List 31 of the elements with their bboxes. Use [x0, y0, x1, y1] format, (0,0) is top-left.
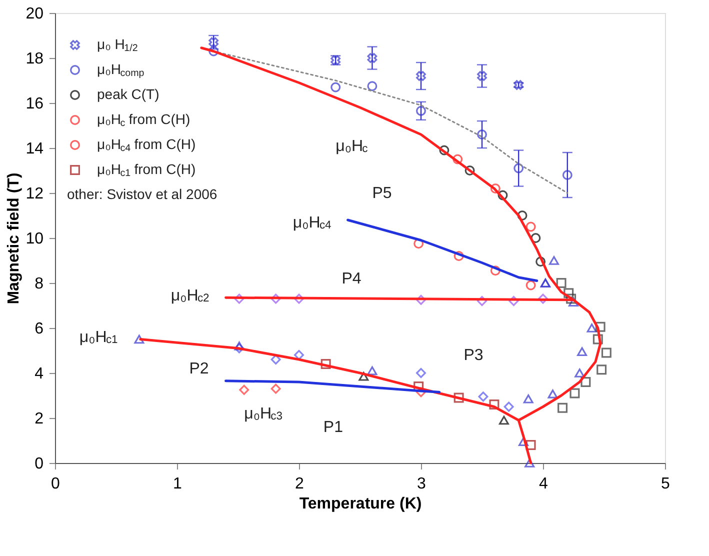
y-tick-label: 20 [26, 6, 44, 22]
y-tick-label: 4 [34, 366, 44, 382]
y-tick-label: 2 [34, 410, 44, 428]
x-tick-label: 5 [661, 476, 670, 492]
y-tick-label: 8 [34, 276, 44, 292]
x-tick-label: 0 [51, 476, 60, 492]
x-tick-label: 3 [417, 476, 426, 492]
annotation: P5 [372, 185, 392, 202]
x-axis-title: Temperature (K) [299, 496, 422, 512]
x-tick-label: 2 [295, 476, 304, 492]
y-tick-label: 10 [26, 230, 44, 248]
y-tick-label: 6 [34, 320, 44, 338]
y-tick-label: 16 [26, 96, 44, 112]
legend-label: peak C(T) [97, 86, 160, 102]
annotation: P2 [189, 360, 209, 378]
annotation: μ₀Hc3 [244, 406, 282, 423]
annotation: μ₀Hc [336, 138, 368, 155]
x-tick-label: 4 [539, 476, 548, 492]
annotation: P1 [323, 419, 344, 436]
y-tick-label: 0 [34, 456, 44, 472]
y-axis-title: Magnetic field (T) [6, 172, 23, 304]
annotation: other: Svistov et al 2006 [67, 186, 218, 202]
annotation: μ₀Hc4 [292, 214, 332, 232]
annotation: μ₀Hc2 [170, 287, 210, 305]
annotation: μ₀Hc1 [79, 329, 118, 346]
y-tick-label: 12 [26, 186, 44, 202]
annotation: P4 [342, 270, 362, 288]
annotation: P3 [464, 347, 484, 364]
y-tick-label: 14 [26, 140, 44, 158]
y-tick-label: 18 [26, 50, 44, 68]
x-tick-label: 1 [173, 476, 182, 492]
